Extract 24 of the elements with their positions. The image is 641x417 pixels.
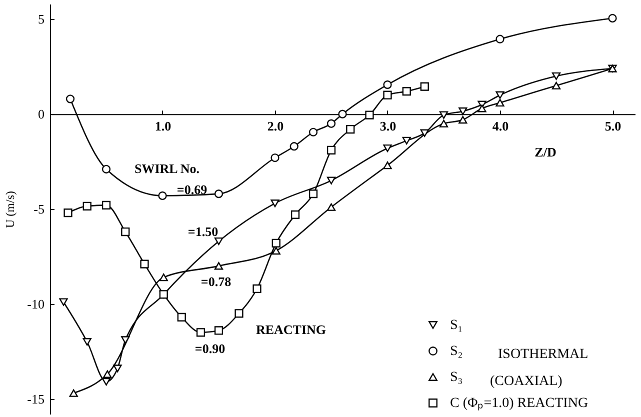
legend-label: S₁	[450, 318, 463, 333]
annotation: (COAXIAL)	[490, 374, 563, 389]
annotation: =0.90	[194, 341, 226, 356]
legend-label: S₂	[450, 344, 463, 359]
annotation: SWIRL No.	[134, 161, 200, 176]
x-tick-label: 5.0	[604, 118, 622, 134]
annotation: REACTING	[256, 322, 326, 337]
x-tick-label: 3.0	[380, 118, 396, 134]
y-axis-title: U (m/s)	[3, 191, 18, 228]
x-tick-label: 2.0	[267, 118, 284, 134]
annotation: =0.69	[176, 182, 208, 197]
y-tick-label: 5	[38, 12, 44, 27]
y-tick-label: 0	[38, 106, 44, 122]
annotation: =1.50	[188, 224, 218, 239]
x-tick-label: 4.0	[492, 118, 509, 134]
x-axis-title: Z/D	[534, 144, 556, 160]
legend-label: S₃	[450, 370, 463, 385]
legend-label: C (Φₚ=1.0) REACTING	[450, 396, 588, 411]
annotation: =0.78	[200, 274, 232, 289]
y-tick-label: -15	[27, 391, 44, 406]
annotation: ISOTHERMAL	[498, 347, 588, 362]
x-tick-label: 1.0	[154, 118, 172, 134]
y-tick-label: -5	[34, 202, 44, 216]
y-tick-label: -10	[27, 296, 44, 312]
